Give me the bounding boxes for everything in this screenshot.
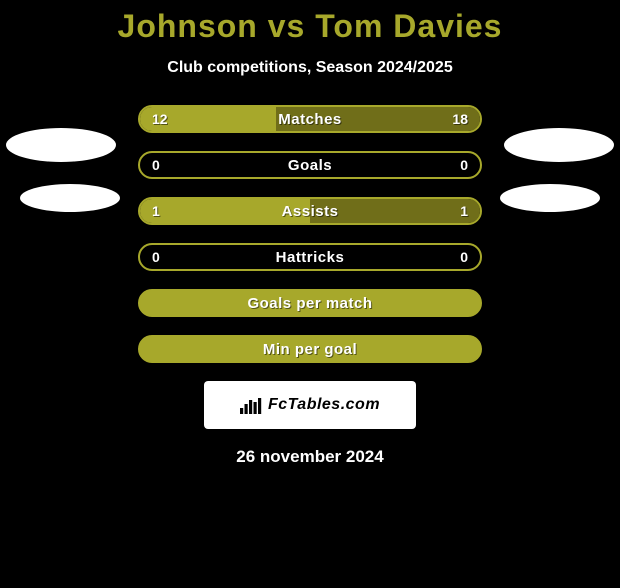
player-right-avatar-2 [500,184,600,212]
stat-fill-left [140,199,310,223]
stat-fill-right [310,199,480,223]
stat-value-left: 0 [152,245,160,269]
player-left-avatar-1 [6,128,116,162]
stat-value-left: 0 [152,153,160,177]
player-right-avatar-1 [504,128,614,162]
stat-fill-left [140,107,276,131]
brand-bars-icon [240,396,262,414]
stat-row: Matches1218 [138,105,482,133]
brand-badge: FcTables.com [204,381,416,429]
page-title: Johnson vs Tom Davies [0,8,620,45]
stat-row: Assists11 [138,197,482,225]
stat-row: Goals per match [138,289,482,317]
date-text: 26 november 2024 [0,447,620,467]
stat-label: Min per goal [140,337,480,361]
brand-text: FcTables.com [268,396,380,414]
stat-value-right: 0 [460,153,468,177]
stat-label: Goals [140,153,480,177]
stat-fill-right [276,107,480,131]
stat-label: Goals per match [140,291,480,315]
stat-value-right: 0 [460,245,468,269]
stat-label: Hattricks [140,245,480,269]
stat-rows: Matches1218Goals00Assists11Hattricks00Go… [138,105,482,363]
stat-row: Min per goal [138,335,482,363]
player-left-avatar-2 [20,184,120,212]
stat-row: Hattricks0 0 [138,243,482,271]
stat-row: Goals0 0 [138,151,482,179]
page-subtitle: Club competitions, Season 2024/2025 [0,59,620,77]
